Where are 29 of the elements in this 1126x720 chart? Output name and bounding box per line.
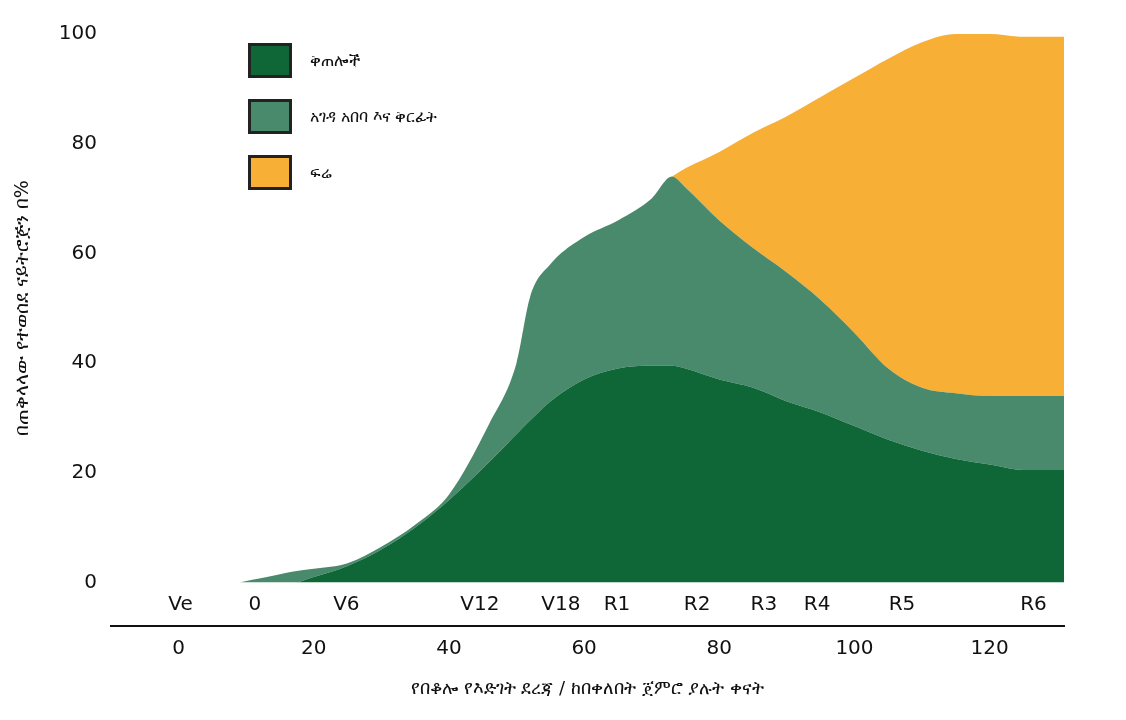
x-tick-label: 80 [706,634,733,659]
x-axis-title: የበቆሎ የእድገት ደረጃ / ከበቀለበት ጀምሮ ያሉት ቀናት [410,676,765,698]
legend-label: አገዳ አበባ እና ቅርፊት [310,106,438,126]
legend-label: ቅጠሎች [310,50,360,70]
text: V18 [541,590,581,615]
y-axis-title: በጠቅላላው የተወሰደ ናይትሮጅን በ% [10,180,33,437]
text: R5 [888,590,916,615]
y-tick-label: 60 [71,239,97,264]
text: V12 [460,590,500,615]
text: Ve [168,590,193,615]
legend-label: ፍሬ [310,162,332,182]
text: R3 [750,590,778,615]
text: R1 [603,590,631,615]
y-tick-label: 80 [71,129,97,154]
text: 0 [248,590,262,615]
text: V6 [333,590,360,615]
y-tick-label: 40 [71,349,97,374]
y-tick-label: 100 [58,20,97,45]
y-tick-label: 20 [71,458,97,483]
text: R4 [803,590,831,615]
x-tick-label: 100 [835,634,874,659]
x-tick-label: 40 [436,634,462,659]
x-tick-label: 60 [571,634,597,659]
x-tick-label: 20 [301,634,327,659]
x-tick-label: 0 [172,634,185,659]
y-tick-label: 0 [84,568,97,593]
x-tick-label: 120 [970,634,1009,659]
text: R2 [683,590,711,615]
text: R6 [1020,590,1047,615]
